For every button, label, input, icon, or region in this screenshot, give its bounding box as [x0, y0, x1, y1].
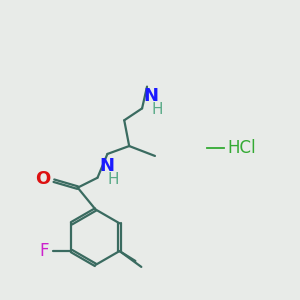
Text: HCl: HCl	[227, 139, 256, 157]
Text: N: N	[143, 87, 158, 105]
Text: O: O	[35, 170, 50, 188]
Text: F: F	[39, 242, 49, 260]
Text: H: H	[107, 172, 119, 187]
Text: N: N	[100, 157, 115, 175]
Text: H: H	[152, 102, 164, 117]
